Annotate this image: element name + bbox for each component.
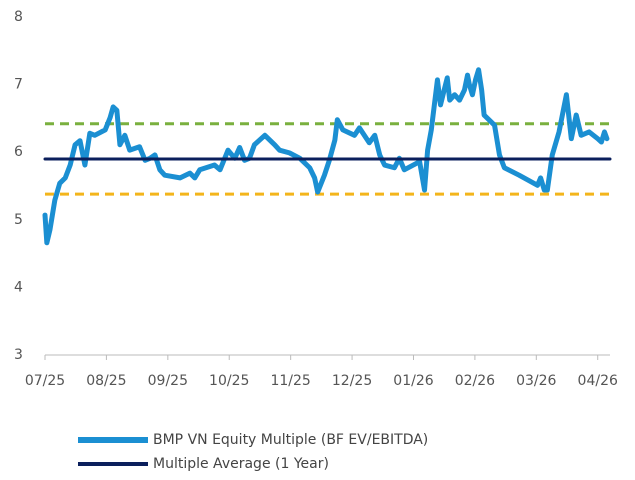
x-tick-label: 07/25 (25, 373, 65, 389)
legend-label: Multiple Average (1 Year) (153, 456, 329, 472)
x-tick-label: 04/26 (578, 373, 618, 389)
x-tick-label: 10/25 (209, 373, 249, 389)
x-tick-label: 03/26 (516, 373, 556, 389)
y-tick-label: 4 (14, 279, 23, 295)
y-tick-label: 5 (14, 212, 23, 228)
x-tick-label: 09/25 (148, 373, 188, 389)
x-tick-label: 08/25 (86, 373, 126, 389)
series-line (42, 67, 610, 246)
y-tick-label: 7 (14, 77, 23, 93)
y-tick-label: 3 (14, 347, 23, 363)
legend-label: BMP VN Equity Multiple (BF EV/EBITDA) (153, 432, 428, 448)
x-tick-label: 02/26 (455, 373, 495, 389)
y-tick-label: 8 (14, 9, 23, 25)
x-tick-label: 11/25 (270, 373, 310, 389)
x-tick-label: 12/25 (332, 373, 372, 389)
y-tick-label: 6 (14, 144, 23, 160)
x-tick-label: 01/26 (393, 373, 433, 389)
